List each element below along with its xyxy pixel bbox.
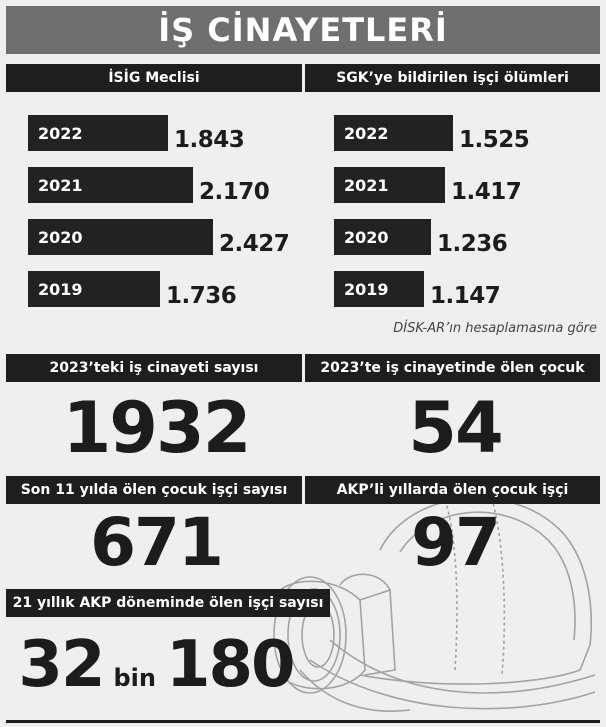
sgk-bar-2021: 2021: [334, 167, 445, 203]
sgk-chart-title: SGK’ye bildirilen işçi ölümleri: [305, 64, 600, 92]
sgk-row-2021: 2021 1.417: [334, 167, 522, 205]
sgk-row-2019: 2019 1.147: [334, 271, 501, 309]
isig-bar-2020: 2020: [28, 219, 213, 255]
isig-row-2019: 2019 1.736: [28, 271, 237, 309]
miner-helmet-icon: [273, 491, 596, 713]
page-title: İŞ CİNAYETLERİ: [6, 6, 600, 54]
isig-row-2021: 2021 2.170: [28, 167, 270, 205]
stat-header-children-2023: 2023’te iş cinayetinde ölen çocuk: [305, 354, 600, 382]
stat-value-work-murders: 1932: [62, 387, 252, 469]
isig-chart-title: İSİG Meclisi: [6, 64, 302, 92]
sgk-bar-2022: 2022: [334, 115, 453, 151]
stat-header-children-11y: Son 11 yılda ölen çocuk işçi sayısı: [6, 476, 302, 504]
isig-bar-chart: 2022 1.843 2021 2.170 2020 2.427 2019 1.736: [28, 115, 300, 315]
stat-value-children-11y: 671: [90, 504, 224, 581]
stat-value-children-2023: 54: [408, 387, 503, 469]
source-note: DİSK-AR’ın hesaplamasına göre: [393, 321, 597, 336]
stat-value-children-akp: 97: [411, 504, 501, 581]
stat-header-workers-akp: 21 yıllık AKP döneminde ölen işçi sayısı: [6, 589, 330, 617]
isig-value-label-2020: 2.427: [219, 231, 290, 257]
sgk-value-label-2020: 1.236: [437, 231, 508, 257]
sgk-row-2020: 2020 1.236: [334, 219, 508, 257]
isig-row-2020: 2020 2.427: [28, 219, 290, 257]
sgk-value-label-2019: 1.147: [430, 283, 501, 309]
workers-akp-remainder: 180: [165, 628, 296, 702]
isig-row-2022: 2022 1.843: [28, 115, 245, 153]
sgk-value-label-2021: 1.417: [451, 179, 522, 205]
bottom-rule: [6, 720, 600, 723]
isig-value-label-2019: 1.736: [166, 283, 237, 309]
isig-bar-2019: 2019: [28, 271, 160, 307]
isig-value-label-2021: 2.170: [199, 179, 270, 205]
stat-header-children-akp: AKP’li yıllarda ölen çocuk işçi: [305, 476, 600, 504]
sgk-value-label-2022: 1.525: [459, 127, 530, 153]
isig-bar-2022: 2022: [28, 115, 168, 151]
isig-bar-2021: 2021: [28, 167, 193, 203]
stat-value-workers-akp: 32 bin 180: [6, 628, 306, 720]
sgk-bar-2020: 2020: [334, 219, 431, 255]
sgk-row-2022: 2022 1.525: [334, 115, 530, 153]
sgk-bar-2019: 2019: [334, 271, 424, 307]
stat-header-work-murders: 2023’teki iş cinayeti sayısı: [6, 354, 302, 382]
workers-akp-unit: bin: [113, 664, 156, 692]
workers-akp-thousands: 32: [18, 628, 105, 702]
isig-value-label-2022: 1.843: [174, 127, 245, 153]
sgk-bar-chart: 2022 1.525 2021 1.417 2020 1.236 2019 1.147: [334, 115, 598, 315]
